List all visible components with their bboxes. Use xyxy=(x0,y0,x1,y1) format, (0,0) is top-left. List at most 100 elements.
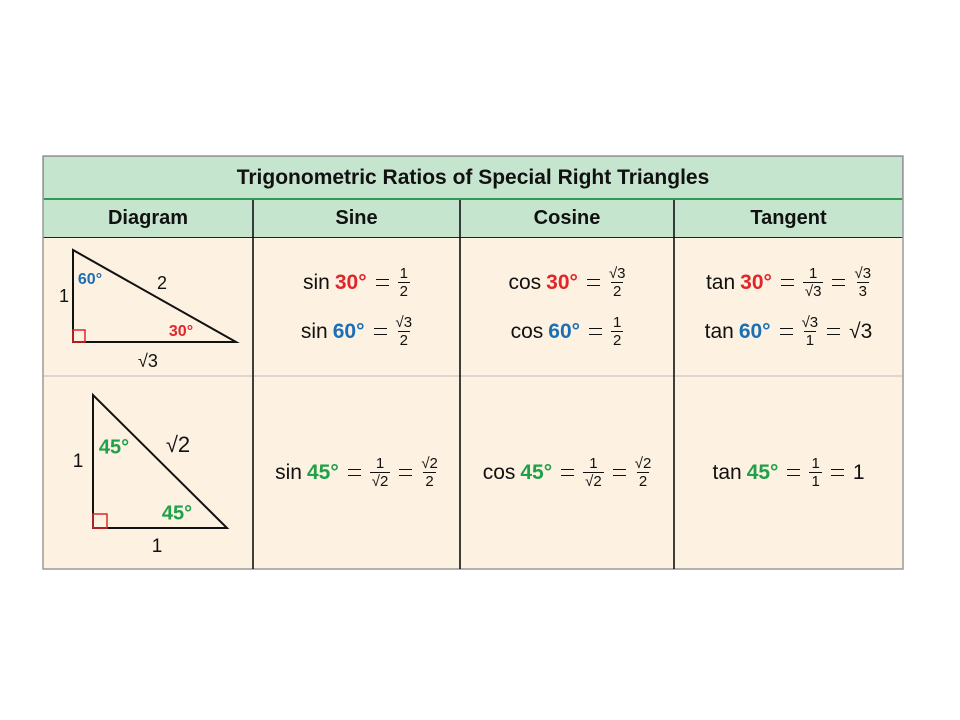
function: tan xyxy=(705,270,736,294)
function: sin xyxy=(303,270,330,294)
diagram-label: 2 xyxy=(157,273,167,293)
fraction: √3 3 xyxy=(854,265,871,300)
numerator: 1 xyxy=(613,314,622,331)
cell xyxy=(43,376,253,569)
column-header: Diagram xyxy=(43,200,253,238)
cell: tan 30° 1 √3 √3 3 tan 60° √3 1 √3 xyxy=(674,238,903,376)
right-angle xyxy=(72,329,86,343)
equals-sign xyxy=(832,279,846,286)
formula: sin 45° 1 √2 √2 2 xyxy=(275,455,438,490)
numerator: 1 xyxy=(811,455,820,472)
cell: sin 30° 1 2 sin 60° √3 2 xyxy=(253,238,460,376)
denominator: 2 xyxy=(397,331,410,349)
fraction: √3 2 xyxy=(396,314,413,349)
numerator: 1 xyxy=(809,265,818,282)
equals-sign xyxy=(375,279,389,286)
formula: tan 30° 1 √3 √3 3 xyxy=(706,265,871,300)
formula: sin 60° √3 2 xyxy=(301,314,412,349)
fraction: √2 2 xyxy=(635,455,652,490)
cell: cos 45° 1 √2 √2 2 xyxy=(460,376,674,569)
equals-sign xyxy=(830,469,844,476)
denominator: √2 xyxy=(369,472,391,490)
fraction: 1 √2 xyxy=(583,455,604,490)
table-border xyxy=(42,155,904,570)
diagram-label: 1 xyxy=(152,536,163,557)
equals-sign xyxy=(779,328,793,335)
angle: 60° xyxy=(332,319,365,343)
angle: 45° xyxy=(306,460,339,484)
formula: tan 60° √3 1 √3 xyxy=(705,314,873,349)
formula: cos 45° 1 √2 √2 2 xyxy=(483,455,652,490)
cell: tan 45° 1 1 1 xyxy=(674,376,903,569)
numerator: 1 xyxy=(399,265,408,282)
triangle-45 xyxy=(92,392,230,529)
equals-sign xyxy=(586,279,600,286)
numerator: √3 xyxy=(854,265,872,282)
denominator: 1 xyxy=(803,331,817,349)
denominator: 2 xyxy=(636,472,650,490)
function: cos xyxy=(482,460,516,484)
formula: cos 60° 1 2 xyxy=(511,314,624,349)
cell xyxy=(43,238,253,376)
numerator: 1 xyxy=(589,455,598,472)
fraction: √3 2 xyxy=(609,265,626,300)
denominator: 2 xyxy=(611,331,624,349)
equals-sign xyxy=(399,469,413,476)
fraction: 1 √2 xyxy=(369,455,391,490)
equals-sign xyxy=(347,469,361,476)
fraction: √3 1 xyxy=(802,314,819,349)
function: sin xyxy=(275,460,302,484)
numerator: √3 xyxy=(801,314,819,331)
fraction: √2 2 xyxy=(421,455,438,490)
equals-sign xyxy=(612,469,626,476)
triangle-30-60 xyxy=(72,248,240,343)
angle: 30° xyxy=(546,270,578,294)
equals-sign xyxy=(373,328,387,335)
diagram-label: 45° xyxy=(162,502,192,524)
denominator: 2 xyxy=(397,282,410,300)
angle: 45° xyxy=(520,460,553,484)
fraction: 1 √3 xyxy=(802,265,824,300)
result: 1 xyxy=(852,460,865,484)
function: tan xyxy=(704,319,734,343)
formula: cos 30° √3 2 xyxy=(508,265,625,300)
equals-sign xyxy=(780,279,794,286)
cell: sin 45° 1 √2 √2 2 xyxy=(253,376,460,569)
equals-sign xyxy=(827,328,841,335)
equals-sign xyxy=(589,328,603,335)
function: cos xyxy=(508,270,542,294)
numerator: √2 xyxy=(421,455,438,472)
result: √3 xyxy=(849,319,873,343)
equals-sign xyxy=(787,469,801,476)
formula: sin 30° 1 2 xyxy=(303,265,410,300)
equals-sign xyxy=(561,469,575,476)
angle: 60° xyxy=(738,319,771,343)
diagram-label: 60° xyxy=(78,271,102,288)
diagram-label: √2 xyxy=(166,432,190,457)
angle: 30° xyxy=(334,270,367,294)
numerator: √2 xyxy=(634,455,652,472)
function: tan xyxy=(712,460,742,484)
diagram-label: 45° xyxy=(99,436,129,458)
denominator: 2 xyxy=(423,472,436,490)
formula: tan 45° 1 1 1 xyxy=(713,455,865,490)
denominator: 3 xyxy=(856,282,869,300)
numerator: 1 xyxy=(375,455,385,472)
function: sin xyxy=(300,319,328,343)
diagram-label: 1 xyxy=(73,451,84,472)
diagram-label: 1 xyxy=(59,286,69,306)
column-header: Tangent xyxy=(674,200,903,238)
diagram-label: 30° xyxy=(169,323,193,340)
angle: 60° xyxy=(548,319,581,343)
angle: 45° xyxy=(746,460,779,484)
column-header: Sine xyxy=(253,200,460,238)
function: cos xyxy=(510,319,544,343)
table-title: Trigonometric Ratios of Special Right Tr… xyxy=(43,156,903,200)
numerator: √3 xyxy=(608,265,626,282)
denominator: √2 xyxy=(583,472,604,490)
diagram-label: √3 xyxy=(138,351,158,371)
